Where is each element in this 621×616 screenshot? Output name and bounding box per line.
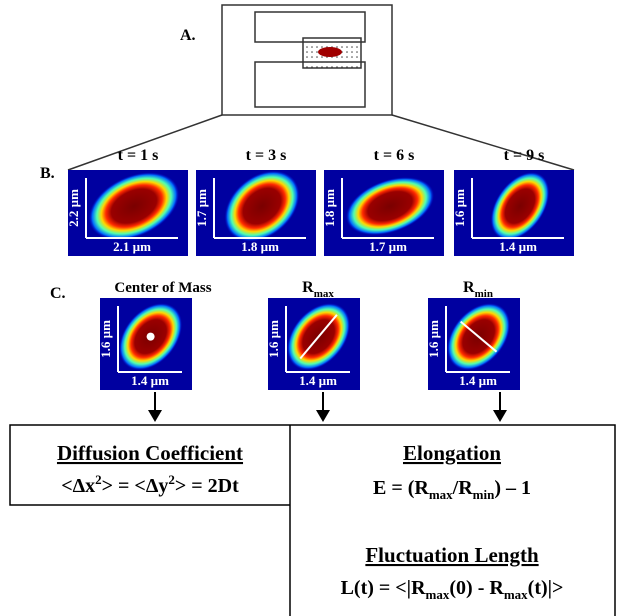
formula: <Δx2> = <Δy2> = 2Dt: [61, 472, 239, 497]
scale-label: 2.2 µm: [66, 189, 81, 227]
scale-label: 1.6 µm: [426, 320, 441, 358]
formula: E = (Rmax/Rmin) – 1: [373, 477, 531, 502]
scale-label: 1.6 µm: [98, 320, 113, 358]
scale-label: 1.8 µm: [322, 189, 337, 227]
box-title: Fluctuation Length: [365, 543, 539, 567]
scale-label: 1.4 µm: [459, 373, 497, 388]
center-of-mass: [147, 333, 155, 341]
device-schematic: [68, 5, 574, 170]
scale-label: 1.4 µm: [299, 373, 337, 388]
scale-label: 1.7 µm: [369, 239, 407, 254]
time-label: t = 3 s: [246, 147, 287, 164]
box-title: Diffusion Coefficient: [57, 441, 243, 465]
figure: A. B. C. t = 1 s 2.2 µm 2.1 µm t = 3 s 1.7 µ…: [0, 0, 621, 616]
scale-label: 1.8 µm: [241, 239, 279, 254]
time-label: t = 6 s: [374, 147, 415, 164]
time-label: t = 9 s: [504, 147, 545, 164]
frame-title: Center of Mass: [114, 280, 211, 296]
panel-label: C.: [50, 285, 66, 302]
scale-label: 2.1 µm: [113, 239, 151, 254]
frame-title: Rmin: [463, 279, 493, 300]
scale-label: 1.6 µm: [266, 320, 281, 358]
frame-title: Rmax: [302, 279, 334, 300]
scale-label: 1.7 µm: [194, 189, 209, 227]
time-label: t = 1 s: [118, 147, 159, 164]
scale-label: 1.6 µm: [452, 189, 467, 227]
panel-label: A.: [180, 27, 196, 44]
scale-label: 1.4 µm: [131, 373, 169, 388]
box-title: Elongation: [403, 441, 501, 465]
scale-label: 1.4 µm: [499, 239, 537, 254]
formula: L(t) = <|Rmax(0) - Rmax(t)|>: [341, 577, 564, 602]
arrow: [148, 392, 507, 422]
panel-label: B.: [40, 165, 55, 182]
